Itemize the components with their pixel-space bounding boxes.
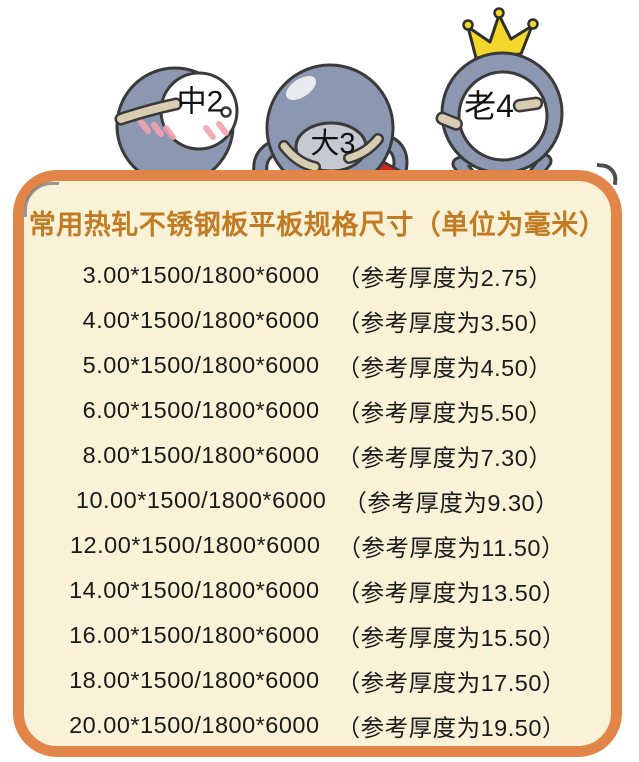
spec-note: （参考厚度为9.30）	[343, 489, 560, 516]
spec-size: 10.00*1500/1800*6000	[75, 487, 327, 513]
spec-row: 8.00*1500/1800*6000 （参考厚度为7.30）	[24, 433, 611, 478]
spec-note: （参考厚度为11.50）	[337, 534, 566, 561]
spec-size: 5.00*1500/1800*6000	[82, 352, 320, 378]
spec-size: 6.00*1500/1800*6000	[82, 397, 320, 423]
spec-size: 12.00*1500/1800*6000	[69, 532, 321, 558]
blush-marks	[138, 119, 229, 140]
spec-note: （参考厚度为3.50）	[336, 309, 553, 336]
spec-note: （参考厚度为17.50）	[336, 669, 566, 696]
spec-size: 3.00*1500/1800*6000	[82, 262, 320, 288]
spec-row: 10.00*1500/1800*6000 （参考厚度为9.30）	[24, 478, 611, 523]
spec-note: （参考厚度为2.75）	[336, 264, 553, 291]
mascot-zhong2: 中2	[114, 66, 239, 189]
lao4-label: 老4	[464, 88, 514, 124]
spec-row: 5.00*1500/1800*6000 （参考厚度为4.50）	[24, 343, 611, 388]
spec-note: （参考厚度为19.50）	[336, 714, 566, 741]
lao4-face	[457, 70, 549, 162]
spec-note: （参考厚度为7.30）	[336, 444, 553, 471]
spec-size: 14.00*1500/1800*6000	[69, 577, 320, 603]
spec-size: 18.00*1500/1800*6000	[69, 667, 320, 693]
spec-row: 3.00*1500/1800*6000 （参考厚度为2.75）	[24, 253, 611, 298]
spec-size: 4.00*1500/1800*6000	[82, 307, 320, 333]
crown-icon	[462, 7, 539, 60]
panel-title: 常用热轧不锈钢板平板规格尺寸（单位为毫米）	[28, 210, 607, 240]
spec-note: （参考厚度为13.50）	[336, 579, 566, 606]
spec-note: （参考厚度为4.50）	[336, 354, 553, 381]
spec-row: 6.00*1500/1800*6000 （参考厚度为5.50）	[24, 388, 611, 433]
spec-row: 14.00*1500/1800*6000 （参考厚度为13.50）	[24, 568, 611, 613]
mascot-lao4: 老4	[435, 7, 564, 192]
da3-label: 大3	[310, 127, 355, 160]
spec-row: 16.00*1500/1800*6000 （参考厚度为15.50）	[24, 613, 611, 658]
spec-size: 20.00*1500/1800*6000	[69, 712, 320, 738]
spec-row: 18.00*1500/1800*6000 （参考厚度为17.50）	[24, 658, 611, 703]
spec-row: 12.00*1500/1800*6000 （参考厚度为11.50）	[24, 523, 611, 568]
spec-panel: 常用热轧不锈钢板平板规格尺寸（单位为毫米） 3.00*1500/1800*600…	[13, 170, 622, 757]
spec-note: （参考厚度为5.50）	[336, 399, 553, 426]
spec-note: （参考厚度为15.50）	[336, 624, 566, 651]
spec-row: 20.00*1500/1800*6000 （参考厚度为19.50）	[24, 703, 611, 748]
spec-size: 16.00*1500/1800*6000	[69, 622, 320, 648]
spec-row: 4.00*1500/1800*6000 （参考厚度为3.50）	[24, 298, 611, 343]
spec-list: 3.00*1500/1800*6000 （参考厚度为2.75） 4.00*150…	[24, 253, 611, 748]
head-shine	[285, 76, 317, 100]
strap-buckle	[220, 106, 232, 118]
zhong2-label: 中2	[177, 86, 224, 119]
spec-size: 8.00*1500/1800*6000	[82, 442, 320, 468]
corner-accent-top-left	[24, 182, 59, 217]
